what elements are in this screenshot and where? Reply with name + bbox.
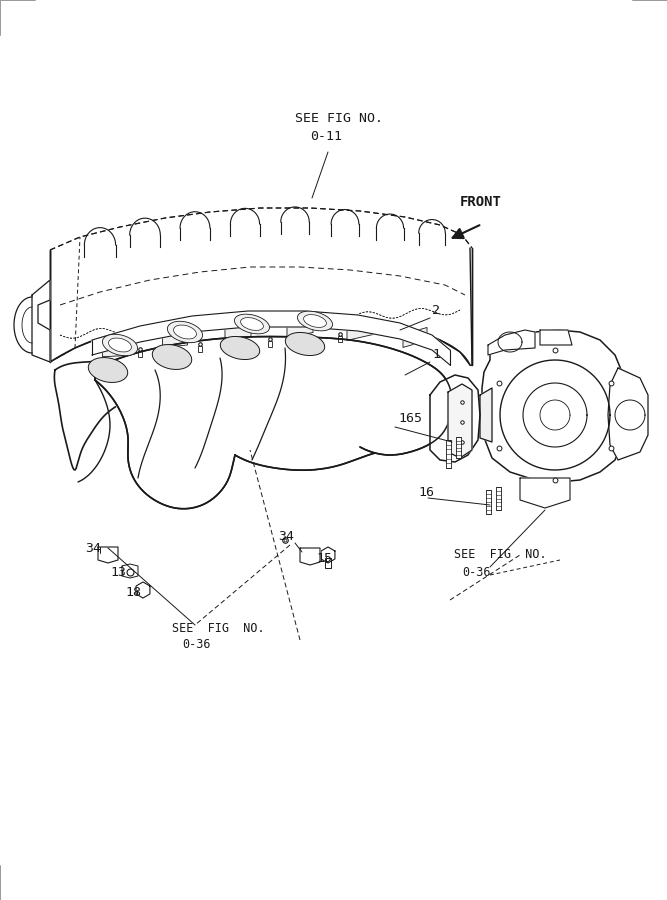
Polygon shape: [448, 384, 472, 458]
Polygon shape: [520, 478, 570, 508]
Polygon shape: [482, 330, 622, 482]
Ellipse shape: [152, 345, 191, 370]
Bar: [138, 351, 142, 356]
Text: FRONT: FRONT: [460, 195, 502, 209]
Text: 0-36: 0-36: [462, 565, 490, 579]
Text: 0-36: 0-36: [182, 638, 211, 652]
Text: 13: 13: [110, 565, 126, 579]
Bar: [268, 341, 272, 347]
Ellipse shape: [235, 314, 269, 334]
Polygon shape: [98, 547, 118, 563]
Bar: [338, 337, 342, 342]
Text: 18: 18: [125, 586, 141, 598]
Ellipse shape: [297, 311, 333, 331]
Ellipse shape: [285, 332, 325, 356]
Ellipse shape: [88, 357, 127, 382]
Polygon shape: [136, 582, 150, 598]
Polygon shape: [92, 311, 450, 365]
Text: SEE FIG NO.: SEE FIG NO.: [295, 112, 383, 124]
Text: 1: 1: [432, 348, 440, 362]
Polygon shape: [55, 362, 238, 484]
Text: 16: 16: [418, 485, 434, 499]
Polygon shape: [321, 547, 335, 563]
Bar: [446, 440, 450, 468]
Polygon shape: [122, 564, 138, 578]
Polygon shape: [523, 383, 587, 447]
Bar: [496, 487, 500, 510]
Polygon shape: [103, 340, 127, 356]
Ellipse shape: [241, 318, 263, 330]
Ellipse shape: [220, 337, 259, 359]
Bar: [456, 437, 460, 458]
Polygon shape: [500, 360, 610, 470]
Ellipse shape: [103, 334, 137, 356]
Text: 34: 34: [85, 542, 101, 554]
Polygon shape: [430, 375, 480, 462]
Text: 15: 15: [316, 552, 332, 564]
Text: 0-11: 0-11: [310, 130, 342, 143]
Text: SEE  FIG  NO.: SEE FIG NO.: [172, 622, 265, 634]
Bar: [325, 558, 331, 568]
Polygon shape: [403, 328, 427, 347]
Polygon shape: [163, 331, 187, 347]
Bar: [398, 332, 402, 338]
Ellipse shape: [173, 325, 196, 339]
Text: 34: 34: [278, 530, 294, 544]
Text: 2: 2: [432, 303, 440, 317]
Polygon shape: [32, 280, 50, 362]
Polygon shape: [540, 330, 572, 345]
Text: 165: 165: [398, 411, 422, 425]
Polygon shape: [488, 330, 535, 355]
Polygon shape: [608, 368, 648, 460]
Polygon shape: [287, 320, 313, 338]
Bar: [486, 490, 490, 514]
Ellipse shape: [167, 321, 203, 343]
Polygon shape: [95, 337, 452, 508]
Polygon shape: [300, 548, 320, 565]
Ellipse shape: [303, 315, 326, 328]
Polygon shape: [225, 323, 251, 340]
Ellipse shape: [109, 338, 131, 352]
Text: SEE  FIG  NO.: SEE FIG NO.: [454, 548, 547, 562]
Polygon shape: [347, 321, 373, 340]
Polygon shape: [480, 388, 492, 442]
Bar: [198, 346, 202, 352]
Polygon shape: [50, 208, 472, 365]
